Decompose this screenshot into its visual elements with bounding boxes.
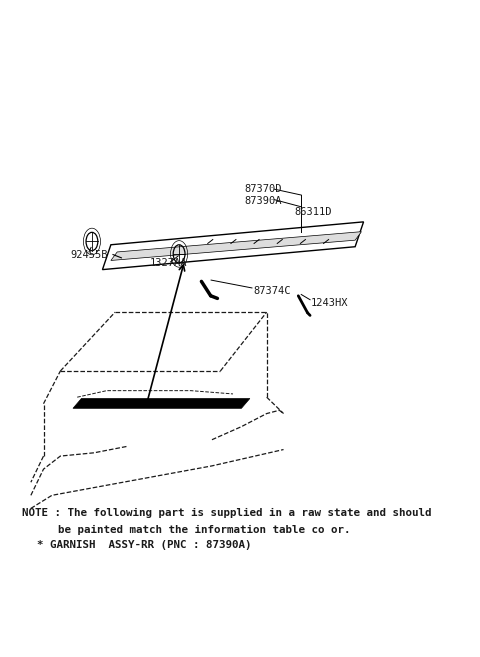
Text: 87370D: 87370D — [244, 184, 282, 194]
Polygon shape — [73, 399, 250, 408]
Text: 1327AA: 1327AA — [150, 258, 187, 268]
Text: 87390A: 87390A — [244, 196, 282, 206]
Text: NOTE : The following part is supplied in a raw state and should: NOTE : The following part is supplied in… — [23, 509, 432, 518]
Text: * GARNISH  ASSY-RR (PNC : 87390A): * GARNISH ASSY-RR (PNC : 87390A) — [37, 540, 252, 550]
Text: 92455B: 92455B — [70, 250, 108, 260]
Polygon shape — [102, 222, 363, 269]
Text: be painted match the information table co or.: be painted match the information table c… — [58, 525, 351, 535]
Polygon shape — [111, 232, 361, 260]
Text: 87374C: 87374C — [253, 286, 291, 296]
Text: 1243HX: 1243HX — [311, 298, 348, 308]
Text: 86311D: 86311D — [294, 207, 332, 217]
